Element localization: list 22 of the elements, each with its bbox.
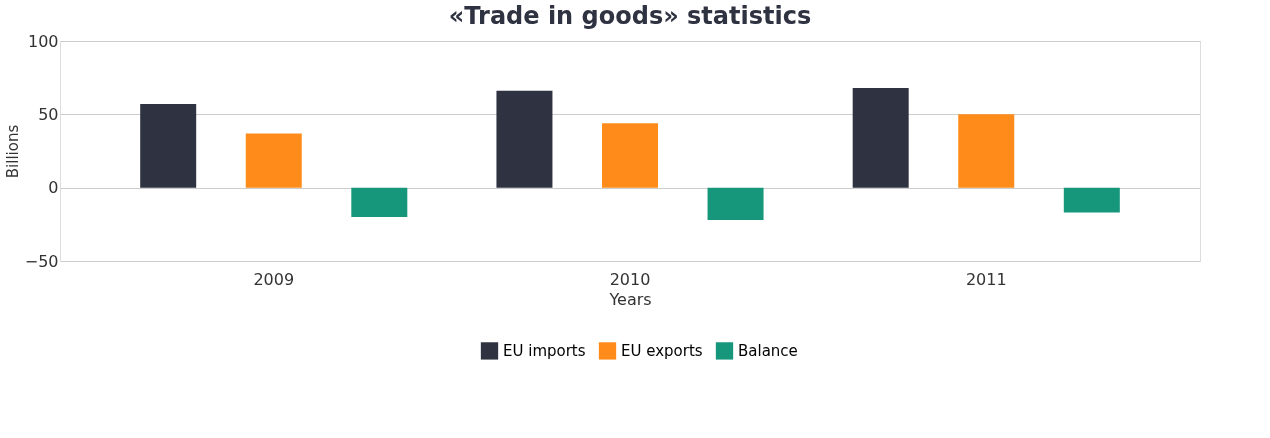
x-tick-label: 2010 — [609, 269, 651, 289]
bar — [245, 133, 302, 188]
y-tick-label: −50 — [24, 251, 59, 271]
y-axis-title: Billions — [3, 124, 22, 179]
bar — [1063, 187, 1120, 213]
chart-title: «Trade in goods» statistics — [448, 2, 812, 30]
y-tick-label: 0 — [48, 178, 59, 198]
x-tick-label: 2011 — [965, 269, 1007, 289]
bar — [602, 123, 658, 188]
bar — [140, 104, 197, 188]
legend-label: Balance — [738, 341, 798, 360]
x-axis-title: Years — [608, 289, 652, 309]
legend-label: EU exports — [621, 341, 703, 360]
y-tick-label: 100 — [27, 31, 59, 51]
bar — [496, 90, 553, 188]
legend-label: EU imports — [503, 341, 586, 360]
bar — [351, 187, 408, 217]
x-tick-label: 2009 — [253, 269, 295, 289]
bar — [958, 114, 1015, 188]
y-tick-label: 50 — [38, 104, 59, 124]
bar — [852, 87, 909, 188]
bar — [707, 187, 764, 220]
